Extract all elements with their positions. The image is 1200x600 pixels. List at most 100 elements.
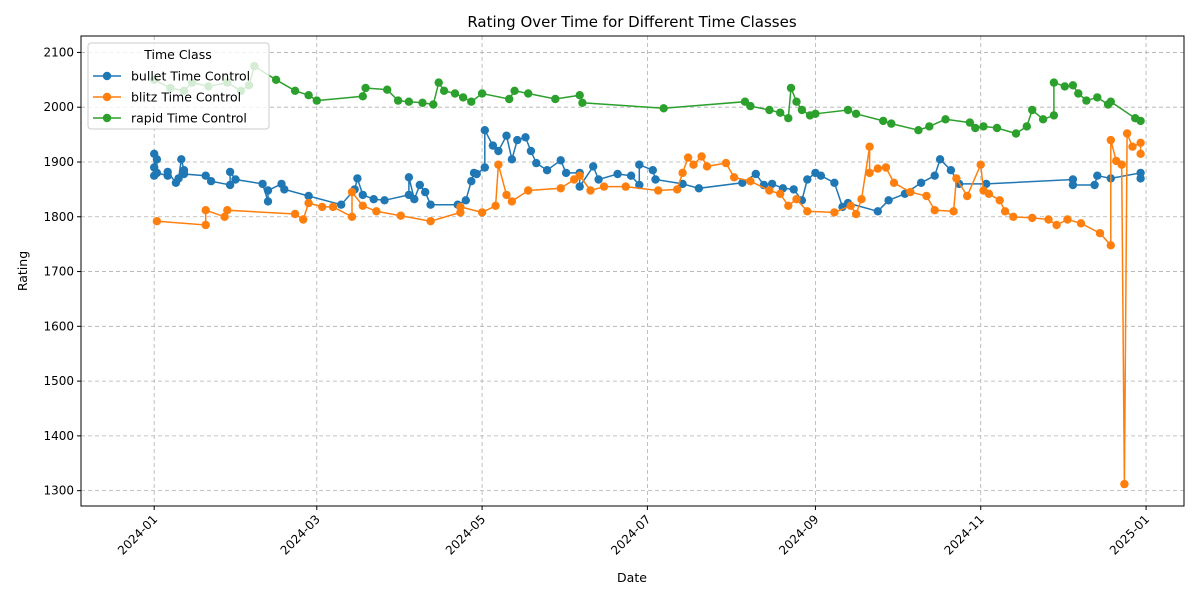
data-point	[873, 164, 882, 173]
data-point	[358, 201, 367, 210]
data-point	[971, 123, 980, 133]
data-point	[830, 178, 839, 187]
legend-entry: blitz Time Control	[131, 90, 241, 105]
data-point	[488, 141, 498, 150]
legend-box	[87, 42, 270, 130]
data-point	[979, 122, 988, 131]
data-point	[1068, 81, 1078, 90]
data-point	[599, 182, 609, 191]
data-point	[889, 178, 899, 187]
data-point	[1063, 215, 1072, 224]
data-point	[1068, 180, 1078, 190]
data-point	[502, 190, 511, 200]
y-tick-label: 1400	[43, 429, 74, 443]
y-axis: 1300 1400 1500 1600 1700 1800 1900 2000 2100	[43, 45, 81, 498]
data-point	[1136, 149, 1145, 158]
data-point	[532, 158, 541, 168]
data-point	[1122, 129, 1132, 138]
data-point	[1052, 220, 1061, 230]
data-point	[776, 108, 785, 117]
data-point	[456, 202, 465, 212]
data-point	[507, 155, 517, 164]
data-point	[299, 215, 308, 224]
data-point	[881, 163, 891, 172]
data-point	[659, 104, 668, 113]
data-point	[225, 180, 235, 190]
data-point	[426, 217, 435, 226]
data-point	[328, 202, 338, 212]
data-point	[789, 185, 798, 194]
data-point	[984, 189, 994, 198]
data-point	[206, 177, 216, 186]
data-point	[524, 186, 533, 195]
data-point	[1011, 129, 1021, 138]
data-point	[843, 105, 853, 115]
data-point	[369, 195, 378, 204]
data-point	[458, 93, 468, 102]
data-point	[396, 211, 405, 220]
data-point	[152, 155, 162, 164]
data-point	[635, 180, 644, 190]
data-point	[410, 195, 419, 204]
data-point	[683, 153, 693, 162]
data-point	[1106, 241, 1116, 250]
data-point	[290, 209, 300, 219]
data-point	[152, 217, 162, 226]
data-point	[561, 168, 571, 178]
data-point	[575, 171, 584, 180]
data-point	[678, 168, 687, 178]
data-point	[521, 133, 530, 142]
data-point	[830, 208, 839, 217]
data-point	[358, 190, 367, 200]
data-point	[746, 177, 755, 186]
data-point	[965, 118, 975, 127]
data-point	[258, 179, 267, 189]
data-point	[491, 201, 500, 210]
data-point	[963, 191, 972, 201]
y-tick-label: 1800	[43, 210, 74, 224]
data-point	[1076, 219, 1086, 228]
data-point	[702, 162, 712, 171]
data-point	[922, 191, 931, 201]
data-point	[995, 196, 1004, 205]
y-tick-label: 2000	[43, 100, 74, 114]
data-point	[477, 208, 487, 217]
legend-entry: rapid Time Control	[131, 111, 247, 126]
x-tick-label: 2024-07	[608, 512, 653, 557]
data-point	[556, 156, 565, 165]
data-point	[179, 169, 189, 179]
data-point	[271, 75, 281, 85]
data-point	[941, 115, 950, 124]
y-tick-label: 2100	[43, 45, 74, 59]
data-point	[510, 86, 519, 96]
data-point	[404, 173, 414, 182]
series-layer	[150, 61, 1145, 489]
x-tick-label: 2024-01	[115, 512, 160, 557]
data-point	[347, 212, 357, 221]
data-point	[803, 175, 812, 184]
data-point	[494, 160, 503, 169]
data-point	[556, 184, 565, 193]
data-point	[751, 169, 760, 179]
data-point	[304, 91, 313, 100]
data-point	[526, 146, 536, 156]
data-point	[415, 180, 424, 190]
data-point	[797, 105, 807, 115]
data-point	[846, 201, 855, 210]
series-blitz	[152, 129, 1145, 489]
data-point	[472, 169, 481, 179]
data-point	[575, 91, 584, 100]
x-tick-label: 2024-09	[776, 512, 821, 557]
data-point	[767, 179, 777, 189]
data-point	[673, 185, 682, 194]
data-point	[648, 166, 657, 175]
data-point	[421, 187, 430, 197]
data-point	[304, 191, 313, 201]
data-point	[792, 195, 801, 204]
data-point	[621, 182, 630, 191]
data-point	[429, 100, 438, 109]
data-point	[678, 179, 687, 189]
data-point	[231, 175, 240, 184]
data-point	[380, 196, 389, 205]
plot-frame	[80, 35, 1185, 507]
